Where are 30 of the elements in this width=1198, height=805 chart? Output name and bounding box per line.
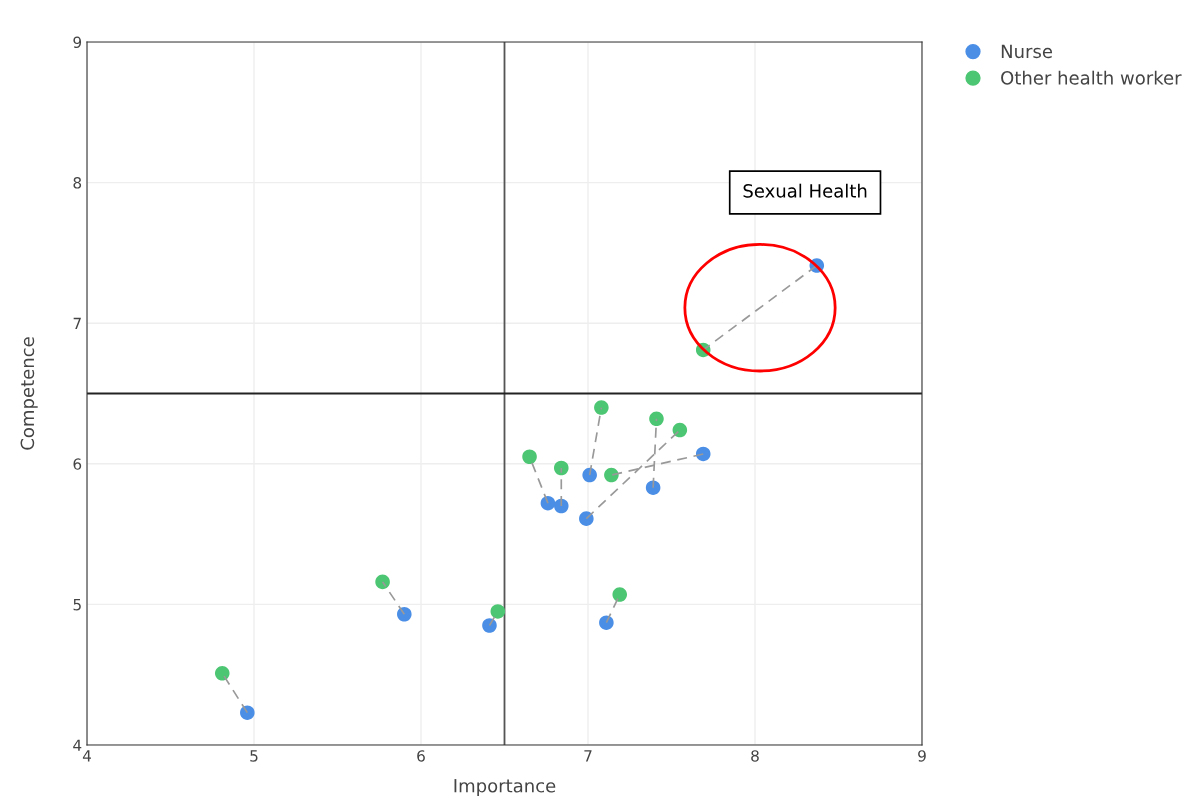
point [672, 422, 688, 438]
x-tick-label: 7 [584, 750, 592, 762]
x-tick-label: 4 [82, 750, 91, 762]
x-tick-label: 9 [918, 750, 926, 762]
point [649, 411, 664, 427]
x-tick-label: 5 [250, 750, 258, 762]
point [612, 587, 628, 602]
y-tick-label: 7 [73, 317, 81, 329]
point [397, 606, 412, 622]
point [554, 460, 569, 476]
point [240, 705, 255, 720]
point [214, 666, 230, 681]
y-tick-label: 8 [73, 177, 82, 189]
y-axis-title: Competence [20, 337, 38, 450]
x-tick-label: 8 [751, 750, 759, 762]
y-tick-label: 9 [73, 36, 82, 49]
point [375, 574, 390, 590]
y-tick-label: 4 [73, 739, 82, 751]
point [490, 604, 506, 619]
y-tick-label: 5 [73, 599, 81, 611]
annotation: Sexual Health [743, 183, 867, 198]
legend-label: Nurse [1001, 44, 1053, 59]
point [522, 449, 537, 465]
legend-label: Other health worker [1001, 70, 1182, 85]
y-tick-label: 6 [73, 458, 82, 470]
point [582, 467, 597, 483]
point [604, 467, 619, 483]
point [594, 400, 609, 415]
x-tick-label: 6 [417, 750, 425, 762]
x-axis-title: Importance [454, 779, 556, 797]
